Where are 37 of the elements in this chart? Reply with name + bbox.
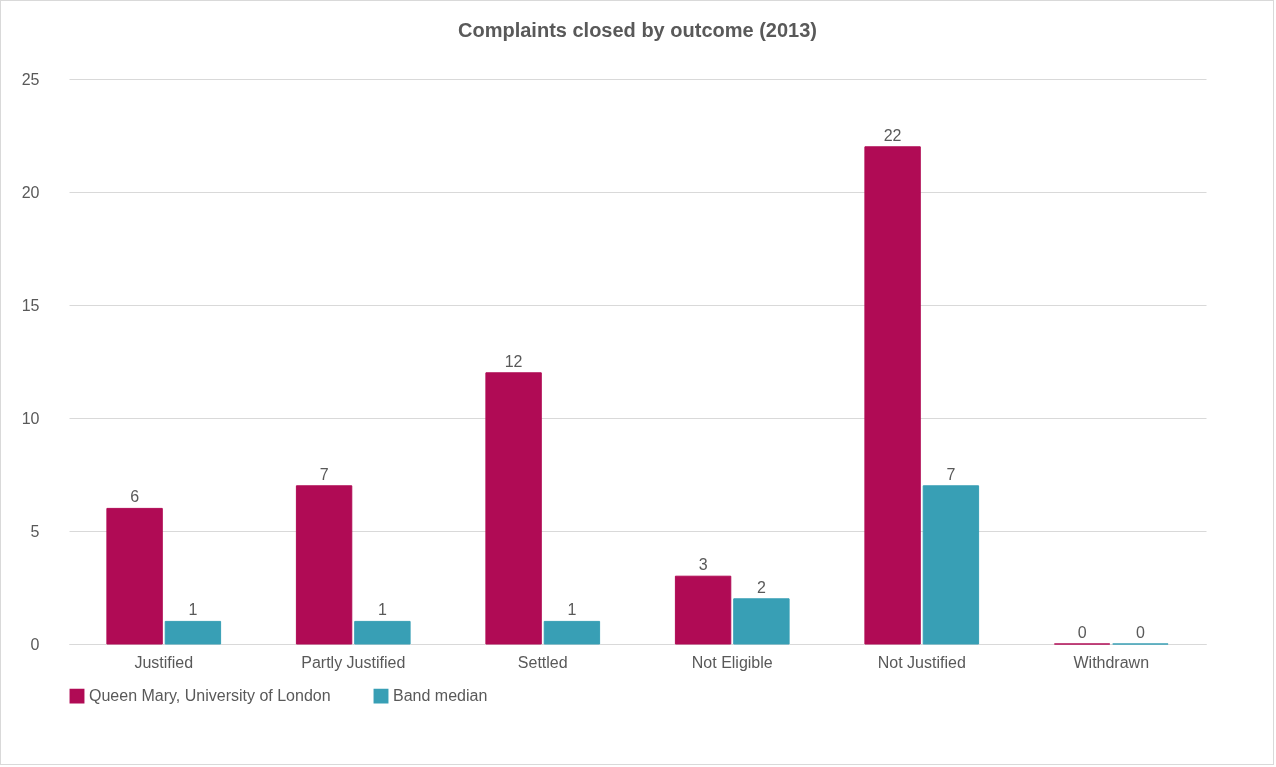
data-label: 7 (319, 465, 329, 483)
y-tick-label: 20 (21, 183, 40, 201)
bar (733, 598, 790, 645)
bar (106, 507, 163, 645)
data-label: 1 (567, 601, 577, 619)
x-tick-label: Justified (134, 653, 194, 671)
data-label: 0 (1135, 624, 1145, 641)
data-label: 2 (756, 578, 766, 596)
bar (864, 146, 921, 645)
data-label: 0 (1077, 624, 1087, 641)
y-tick-label: 15 (21, 296, 40, 314)
data-label: 1 (377, 601, 387, 619)
bar (295, 485, 353, 645)
x-tick-label: Withdrawn (1073, 653, 1150, 671)
data-label: 22 (883, 126, 902, 144)
data-label: 7 (946, 465, 956, 483)
bar (354, 620, 411, 645)
bar (164, 620, 222, 645)
bar (922, 485, 980, 645)
y-tick-label: 5 (30, 522, 40, 540)
x-tick-label: Settled (517, 653, 568, 671)
bar (485, 372, 542, 645)
x-tick-label: Not Justified (877, 653, 966, 671)
data-label: 1 (188, 601, 198, 619)
chart-title: Complaints closed by outcome (2013) (458, 19, 817, 41)
bar (543, 620, 601, 645)
data-label: 12 (504, 352, 523, 370)
data-label: 3 (698, 556, 708, 574)
y-tick-label: 25 (21, 70, 40, 88)
legend-label: Queen Mary, University of London (89, 687, 331, 705)
bar (674, 575, 732, 645)
legend-label: Band median (393, 687, 488, 705)
y-tick-label: 0 (30, 635, 40, 653)
data-label: 6 (130, 488, 140, 506)
y-tick-label: 10 (21, 409, 40, 427)
x-tick-label: Not Eligible (691, 653, 773, 671)
x-tick-label: Partly Justified (301, 653, 406, 671)
